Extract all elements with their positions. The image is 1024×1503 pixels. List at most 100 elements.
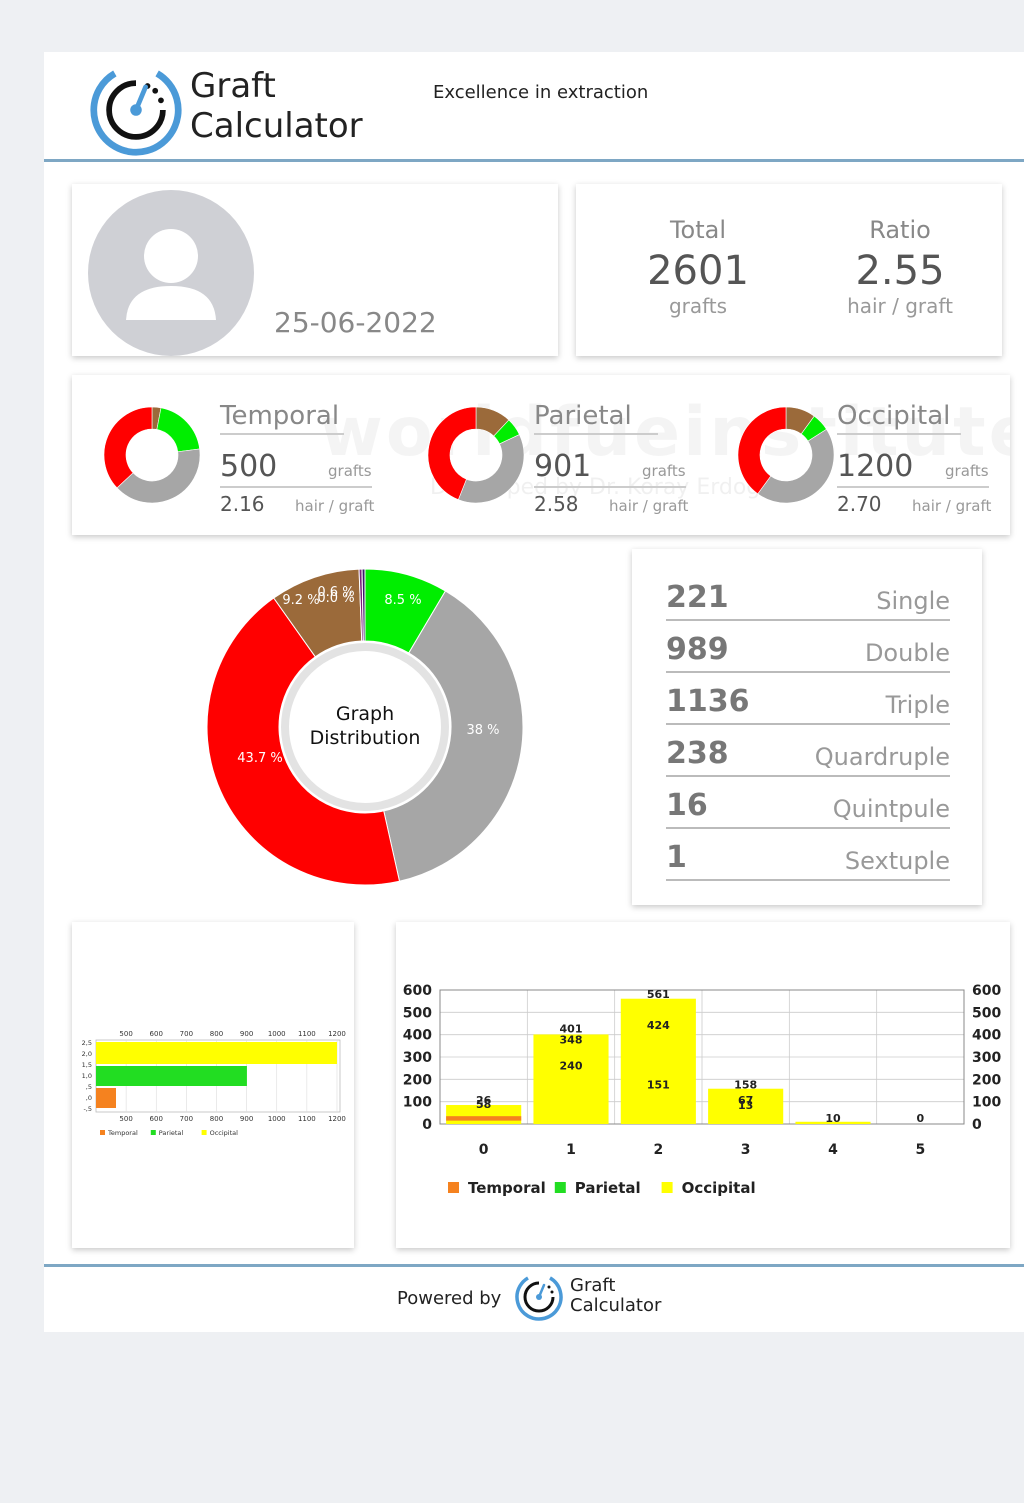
avatar xyxy=(88,190,254,356)
parietal-donut xyxy=(427,406,525,504)
x-tick-label: 600 xyxy=(150,1115,163,1123)
graft-types-card: 221 Single 989 Double 1136 Triple 238 Quardrupl… xyxy=(632,549,982,905)
graft-type-count: 16 xyxy=(666,788,708,823)
region-grafts-unit: grafts xyxy=(328,462,372,480)
data-label: 348 xyxy=(560,1034,583,1047)
graft-type-row: 1136 Triple xyxy=(666,677,950,725)
legend-swatch xyxy=(661,1182,673,1193)
graft-type-name: Single xyxy=(876,587,950,615)
gauge-logo-icon xyxy=(515,1273,563,1321)
donut-slice xyxy=(457,434,525,504)
hbar-occipital xyxy=(96,1042,337,1064)
y-tick-label: 2,0 xyxy=(82,1050,92,1058)
graft-type-row: 238 Quardruple xyxy=(666,729,950,777)
data-label: 424 xyxy=(647,1019,670,1032)
x-tick-label: 900 xyxy=(240,1030,253,1038)
x-tick-label: 1200 xyxy=(328,1030,346,1038)
data-label: 58 xyxy=(476,1098,491,1111)
data-label: 401 xyxy=(560,1022,583,1035)
y-tick-label: 400 xyxy=(972,1028,1001,1044)
graft-type-name: Sextuple xyxy=(844,847,950,875)
graft-type-count: 989 xyxy=(666,632,729,667)
x-tick-label: 0 xyxy=(479,1142,489,1158)
horizontal-bar-card: 500 500 600 600 700 700 800 800 900 900 1000 1000 11… xyxy=(72,922,354,1248)
ratio-value: 2.55 xyxy=(855,248,945,294)
user-icon xyxy=(126,229,216,320)
x-tick-label: 500 xyxy=(119,1115,132,1123)
bar-temporal xyxy=(446,1116,522,1121)
brand-name: Graft Calculator xyxy=(190,66,363,146)
y-tick-label: ,5 xyxy=(86,1083,92,1091)
bar-occipital xyxy=(708,1088,784,1124)
region-occipital: Occipital 1200 grafts 2.70 hair / graft xyxy=(837,401,991,516)
region-name: Temporal xyxy=(220,401,344,435)
y-tick-label: 0 xyxy=(972,1117,982,1133)
region-grafts: 500 xyxy=(220,449,278,484)
data-label: 240 xyxy=(560,1059,583,1072)
slice-label: 0.0 % xyxy=(317,591,354,606)
graft-type-row: 221 Single xyxy=(666,573,950,621)
data-label: 561 xyxy=(647,988,670,1001)
legend-swatch xyxy=(448,1182,459,1193)
y-tick-label: 300 xyxy=(403,1050,432,1066)
graft-type-name: Quardruple xyxy=(814,743,950,771)
region-ratio: 2.58 xyxy=(534,492,579,516)
y-tick-label: 2,5 xyxy=(82,1039,92,1047)
legend-label: Temporal xyxy=(468,1179,546,1197)
data-label: 0 xyxy=(917,1112,925,1125)
y-tick-label: 500 xyxy=(972,1005,1001,1021)
legend-label: Parietal xyxy=(159,1129,184,1137)
donut-slice xyxy=(103,406,153,489)
donut-inner-ring xyxy=(281,643,449,811)
hbar-temporal xyxy=(96,1088,116,1108)
y-tick-label: 200 xyxy=(972,1072,1001,1088)
region-grafts-unit: grafts xyxy=(642,462,686,480)
x-tick-label: 3 xyxy=(741,1142,751,1158)
y-tick-label: -,5 xyxy=(83,1105,92,1113)
graft-type-name: Quintpule xyxy=(832,795,950,823)
x-tick-label: 5 xyxy=(915,1142,925,1158)
total-stat: Total 2601 grafts xyxy=(608,216,788,318)
y-tick-label: 100 xyxy=(403,1095,432,1111)
donut-slice xyxy=(737,406,787,495)
slice-label: 8.5 % xyxy=(384,593,421,608)
region-name: Occipital xyxy=(837,401,961,435)
x-tick-label: 700 xyxy=(180,1030,193,1038)
donut-hole xyxy=(279,641,451,813)
powered-by-label: Powered by xyxy=(397,1288,502,1309)
legend-label: Occipital xyxy=(210,1129,239,1137)
data-label: 10 xyxy=(825,1112,841,1125)
legend-swatch xyxy=(201,1130,207,1135)
legend-swatch xyxy=(100,1130,105,1135)
x-tick-label: 2 xyxy=(653,1142,663,1158)
region-grafts: 901 xyxy=(534,449,592,484)
total-value: 2601 xyxy=(647,248,749,294)
graft-type-count: 238 xyxy=(666,736,729,771)
x-tick-label: 1200 xyxy=(328,1115,346,1123)
x-tick-label: 600 xyxy=(150,1030,163,1038)
temporal-donut xyxy=(103,406,201,504)
region-name: Parietal xyxy=(534,401,658,435)
y-tick-label: 0 xyxy=(422,1117,432,1133)
x-tick-label: 1000 xyxy=(268,1030,286,1038)
total-unit: grafts xyxy=(668,294,728,318)
x-tick-label: 800 xyxy=(210,1115,223,1123)
donut-slice xyxy=(427,406,477,501)
vertical-bar-card: 600 600 500 500 400 400 300 300 200 200 100 100 0 0 0 1… xyxy=(396,922,1010,1248)
graft-type-name: Triple xyxy=(885,691,950,719)
legend-swatch xyxy=(150,1130,156,1135)
footer-divider xyxy=(44,1264,1024,1267)
ratio-unit: hair / graft xyxy=(847,294,953,318)
data-label: 13 xyxy=(738,1099,753,1112)
donut-slice xyxy=(757,428,835,504)
y-tick-label: 200 xyxy=(403,1072,432,1088)
totals-card: Total 2601 grafts Ratio 2.55 hair / graf… xyxy=(576,184,1002,356)
region-ratio-unit: hair / graft xyxy=(912,497,992,515)
center-title: Distribution xyxy=(310,727,421,749)
footer-brand: Graft Calculator xyxy=(570,1275,662,1316)
data-label: 151 xyxy=(647,1078,670,1091)
graft-type-row: 16 Quintpule xyxy=(666,781,950,829)
slice-label: 38 % xyxy=(466,723,499,738)
patient-card: 25-06-2022 xyxy=(72,184,558,356)
